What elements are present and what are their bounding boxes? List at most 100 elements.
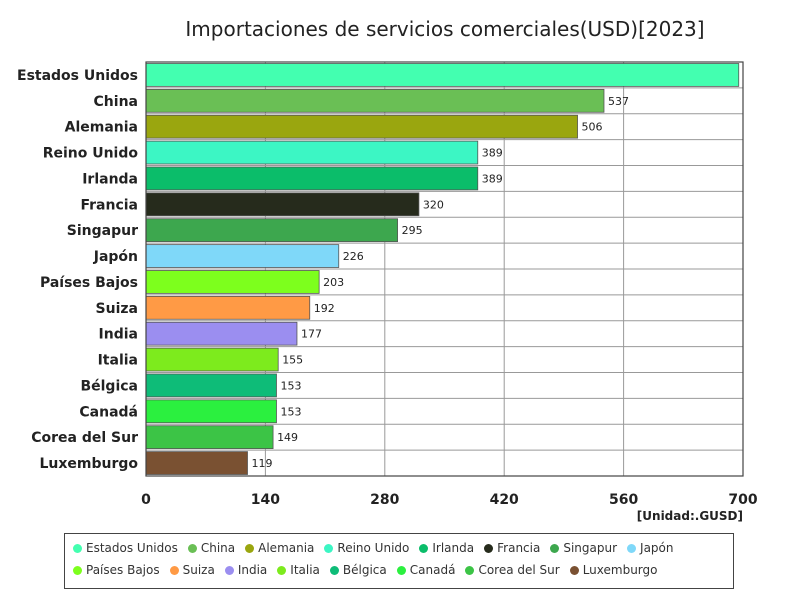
legend-label: Italia xyxy=(290,563,320,577)
bar xyxy=(145,373,277,398)
chart-title: Importaciones de servicios comerciales(U… xyxy=(185,17,704,41)
category-label: Irlanda xyxy=(82,171,138,187)
bar xyxy=(145,114,578,139)
bar xyxy=(145,218,398,243)
legend-label: Singapur xyxy=(563,541,618,555)
data-label: 389 xyxy=(482,147,503,160)
legend-label: Canadá xyxy=(409,563,456,577)
legend-label: Irlanda xyxy=(432,541,475,555)
category-label: Estados Unidos xyxy=(17,68,138,84)
legend-item: Japón xyxy=(627,540,674,556)
legend-swatch xyxy=(550,543,560,553)
legend-swatch xyxy=(465,565,475,575)
bar xyxy=(145,399,277,424)
bar xyxy=(145,192,420,217)
category-label: Singapur xyxy=(67,223,138,239)
legend-label: Estados Unidos xyxy=(86,541,178,555)
category-label: Alemania xyxy=(65,120,138,136)
data-label: 226 xyxy=(343,250,364,263)
legend-item: Italia xyxy=(277,562,320,578)
x-tick-label: 420 xyxy=(490,492,519,508)
legend-label: India xyxy=(237,563,268,577)
legend-label: Suiza xyxy=(182,563,215,577)
x-tick-label: 700 xyxy=(728,492,757,508)
category-label: Reino Unido xyxy=(43,146,139,162)
legend-label: Luxemburgo xyxy=(582,563,658,577)
legend-label: Corea del Sur xyxy=(478,563,560,577)
legend-item: Irlanda xyxy=(419,540,474,556)
legend-label: Alemania xyxy=(258,541,315,555)
unit-label: [Unidad:.GUSD] xyxy=(637,509,743,523)
data-label: 177 xyxy=(301,328,322,341)
plot-border xyxy=(145,61,744,477)
legend-swatch xyxy=(224,565,234,575)
bar xyxy=(145,166,479,191)
legend-swatch xyxy=(396,565,406,575)
legend-swatch xyxy=(569,565,579,575)
legend-item: Francia xyxy=(484,540,540,556)
data-label: 320 xyxy=(423,198,444,211)
category-label: Suiza xyxy=(96,301,138,317)
x-tick-label: 560 xyxy=(609,492,638,508)
data-label: 389 xyxy=(482,172,503,185)
legend-item: Corea del Sur xyxy=(465,562,560,578)
data-label: 506 xyxy=(582,121,603,134)
legend-swatch xyxy=(169,565,179,575)
category-label: Francia xyxy=(80,197,138,213)
legend-swatch xyxy=(73,565,82,575)
legend-item: Estados Unidos xyxy=(73,540,178,556)
legend-label: Países Bajos xyxy=(86,563,160,577)
category-label: Japón xyxy=(93,249,138,265)
category-labels: Estados Unidos China Alemania Reino Unido Ir… xyxy=(17,68,138,472)
legend-item: India xyxy=(224,562,268,578)
legend-label: Bélgica xyxy=(342,563,387,577)
legend-item: China xyxy=(187,540,236,556)
legend-swatch xyxy=(187,543,197,553)
data-label: 119 xyxy=(251,457,272,470)
legend-item: Bélgica xyxy=(329,562,387,578)
category-label: India xyxy=(99,327,138,343)
legend: Estados Unidos China Alemania Reino Unido Ir… xyxy=(64,533,734,589)
bar xyxy=(145,347,279,372)
legend-swatch xyxy=(324,543,334,553)
data-label: 153 xyxy=(280,379,301,392)
category-label: Luxemburgo xyxy=(39,456,138,472)
data-label: 149 xyxy=(277,431,298,444)
x-tick-label: 140 xyxy=(251,492,280,508)
legend-label: Reino Unido xyxy=(337,541,410,555)
legend-item: Países Bajos xyxy=(73,562,160,578)
bar xyxy=(145,425,274,450)
data-label: 153 xyxy=(280,405,301,418)
legend-item: Suiza xyxy=(169,562,215,578)
legend-swatch xyxy=(277,565,287,575)
x-tick-label: 280 xyxy=(370,492,399,508)
x-tick-label: 0 xyxy=(141,492,151,508)
bar xyxy=(145,270,320,294)
legend-label: Japón xyxy=(640,541,674,555)
legend-item: Reino Unido xyxy=(324,540,409,556)
category-label: Bélgica xyxy=(80,378,138,394)
legend-swatch xyxy=(419,543,429,553)
x-axis-ticks: 0 140 280 420 560 700 xyxy=(141,492,758,508)
category-label: Italia xyxy=(98,353,138,369)
legend-swatch xyxy=(484,543,494,553)
data-label: 192 xyxy=(314,302,335,315)
legend-label: China xyxy=(200,541,236,555)
legend-label: Francia xyxy=(497,541,541,555)
legend-swatch xyxy=(329,565,339,575)
bar xyxy=(145,451,248,475)
legend-item: Canadá xyxy=(396,562,456,578)
category-label: Canadá xyxy=(79,404,138,420)
category-label: Países Bajos xyxy=(40,275,138,291)
legend-swatch xyxy=(627,543,637,553)
legend-swatch xyxy=(73,543,82,553)
bar xyxy=(145,88,605,113)
data-label: 203 xyxy=(323,276,344,289)
legend-item: Luxemburgo xyxy=(569,562,658,578)
category-label: Corea del Sur xyxy=(31,430,138,446)
data-label: 537 xyxy=(608,95,629,108)
data-label: 155 xyxy=(282,354,303,367)
